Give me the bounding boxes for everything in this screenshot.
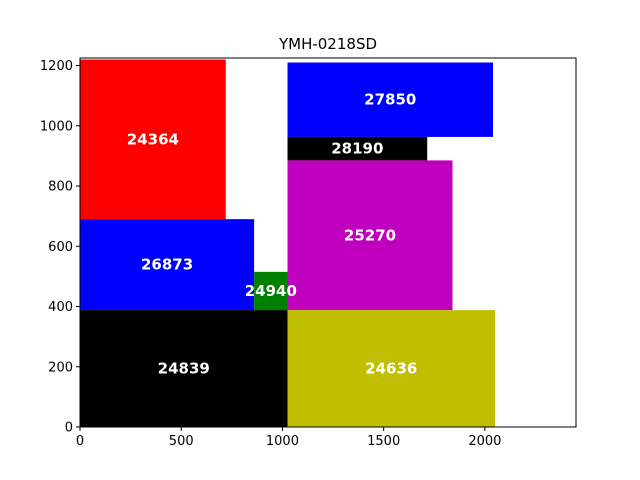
x-tick-label: 0 (76, 434, 84, 449)
rect-25270 (287, 160, 453, 311)
rect-27850 (287, 62, 493, 137)
x-axis: 0 500 1000 1500 2000 (76, 427, 501, 449)
y-tick-label: 600 (48, 240, 73, 255)
y-tick-label: 1000 (40, 119, 73, 134)
rect-label-27850: 27850 (364, 91, 416, 109)
plot-frame (79, 57, 577, 428)
rect-label-24636: 24636 (365, 360, 417, 378)
rectangle-labels-layer: 24364 27850 28190 25270 26873 24940 24839 24636 (127, 91, 418, 378)
rect-26873 (80, 219, 255, 311)
rect-label-24364: 24364 (127, 130, 179, 148)
chart-title: YMH-0218SD (278, 35, 377, 53)
rect-label-26873: 26873 (141, 256, 193, 274)
rectangles-layer (80, 59, 496, 427)
rect-label-24940: 24940 (245, 282, 297, 300)
y-tick-label: 200 (48, 360, 73, 375)
y-tick-label: 1200 (40, 59, 73, 74)
y-tick-label: 400 (48, 300, 73, 315)
x-tick-label: 500 (169, 434, 194, 449)
y-axis: 0 200 400 600 800 1000 1200 (40, 59, 80, 436)
rect-24839 (80, 310, 288, 427)
rect-28190 (287, 136, 428, 161)
rect-label-24839: 24839 (158, 360, 210, 378)
rect-24636 (287, 310, 496, 427)
y-tick-label: 800 (48, 180, 73, 195)
y-tick-label: 0 (65, 421, 73, 436)
rect-label-28190: 28190 (331, 140, 383, 158)
rect-24940 (254, 271, 288, 311)
x-tick-label: 1500 (367, 434, 400, 449)
rect-label-25270: 25270 (344, 226, 396, 244)
x-tick-label: 1000 (266, 434, 299, 449)
x-tick-label: 2000 (468, 434, 501, 449)
rect-24364 (80, 59, 226, 220)
